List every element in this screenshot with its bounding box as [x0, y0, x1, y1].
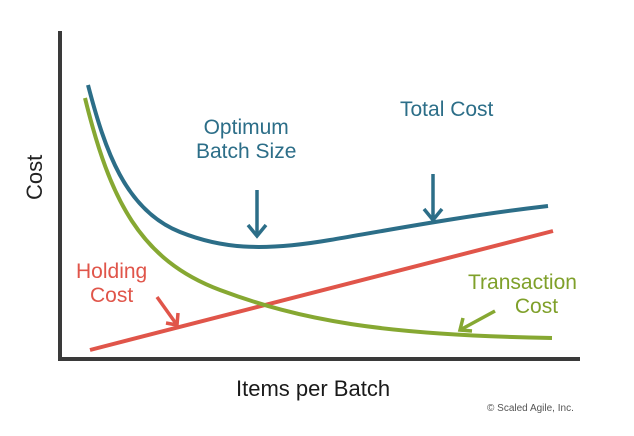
transaction-label-line1: Transaction: [468, 271, 577, 294]
y-axis-label: Cost: [22, 154, 47, 200]
optimum-label-line2: Batch Size: [196, 140, 297, 164]
holding-cost-label: Holding Cost: [76, 260, 147, 308]
axes: [58, 31, 580, 361]
holding-cost-arrow-icon: [155, 295, 180, 328]
transaction-label-line2: Cost: [514, 295, 559, 319]
total-cost-label: Total Cost: [400, 98, 494, 121]
transaction-cost-label: Transaction Cost: [468, 271, 577, 319]
total-cost-arrow-icon: [422, 174, 444, 223]
optimum-batch-size-label: Optimum Batch Size: [196, 116, 296, 164]
total-cost-curve: [86, 84, 549, 249]
optimum-arrow-icon: [246, 190, 268, 239]
holding-cost-line: [89, 229, 554, 352]
holding-label-line1: Holding: [76, 260, 148, 283]
transaction-cost-arrow-icon: [457, 309, 496, 333]
transaction-cost-curve: [83, 97, 553, 340]
holding-label-line2: Cost: [90, 284, 134, 308]
optimum-label-line1: Optimum: [203, 116, 289, 139]
copyright-notice: © Scaled Agile, Inc.: [487, 403, 574, 414]
x-axis-label: Items per Batch: [236, 376, 391, 401]
